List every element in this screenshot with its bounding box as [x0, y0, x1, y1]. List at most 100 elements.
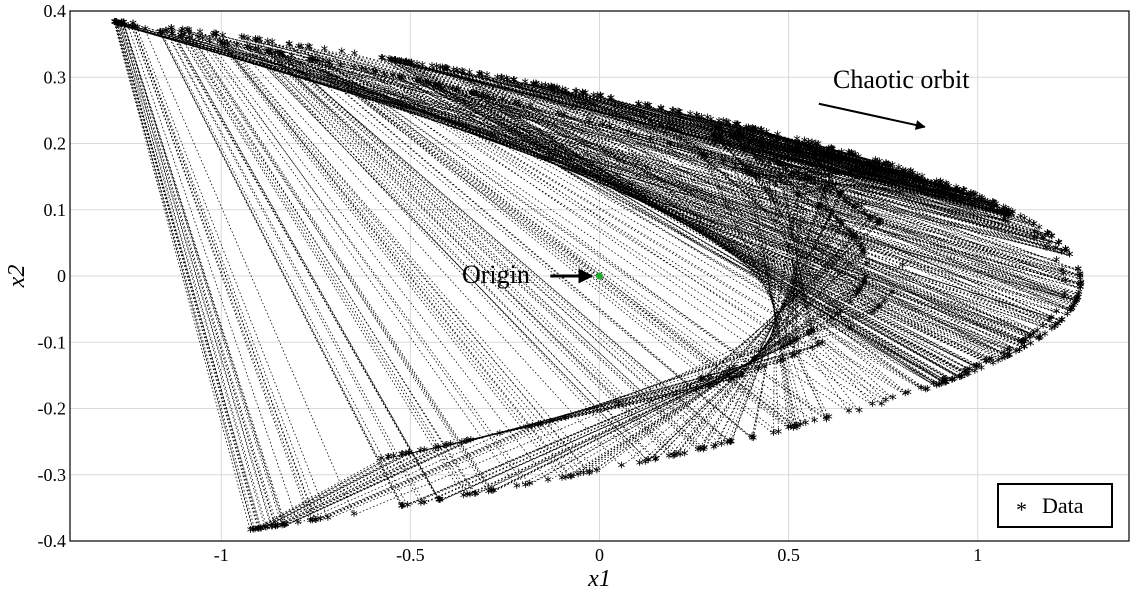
data-point: *	[249, 523, 257, 541]
data-point: *	[739, 162, 747, 180]
data-point: *	[734, 118, 742, 136]
data-point: *	[405, 446, 413, 464]
data-point: *	[834, 213, 842, 231]
data-point: *	[219, 28, 227, 46]
data-point: *	[730, 129, 738, 147]
data-point: *	[971, 364, 979, 382]
data-point: *	[717, 122, 725, 140]
data-point: *	[1031, 225, 1039, 243]
data-point: *	[851, 147, 859, 165]
data-point: *	[952, 180, 960, 198]
data-point: *	[756, 153, 764, 171]
data-point: *	[285, 38, 293, 56]
data-point: *	[1058, 313, 1066, 331]
y-tick-label: 0.2	[44, 134, 67, 154]
data-point: *	[210, 26, 218, 44]
data-point: *	[510, 73, 518, 91]
data-point: *	[666, 137, 674, 155]
data-point: *	[274, 46, 282, 64]
data-point: *	[712, 438, 720, 456]
data-point: *	[121, 18, 129, 36]
data-point: *	[542, 79, 550, 97]
data-point: *	[758, 123, 766, 141]
data-point: *	[830, 151, 838, 169]
data-point: *	[986, 353, 994, 371]
data-point: *	[263, 520, 271, 538]
data-point: *	[255, 522, 263, 540]
data-point: *	[510, 73, 518, 91]
data-point: *	[814, 199, 822, 217]
data-point: *	[463, 488, 471, 506]
data-point: *	[881, 294, 889, 312]
data-point: *	[988, 352, 996, 370]
data-point: *	[657, 102, 665, 120]
data-point: *	[794, 139, 802, 157]
data-point: *	[644, 99, 652, 117]
data-point: *	[1004, 205, 1012, 223]
data-point: *	[982, 203, 990, 221]
data-point: *	[731, 129, 739, 147]
data-point: *	[858, 279, 866, 297]
data-point: *	[350, 61, 358, 79]
data-point: *	[624, 125, 632, 143]
data-point: *	[948, 373, 956, 391]
data-point: *	[795, 346, 803, 364]
data-point: *	[1077, 280, 1085, 298]
data-point: *	[951, 186, 959, 204]
data-point: *	[726, 129, 734, 147]
data-point: *	[860, 244, 868, 262]
data-point: *	[676, 448, 684, 466]
data-point: *	[751, 352, 759, 370]
data-point: *	[1040, 231, 1048, 249]
data-point: *	[801, 171, 809, 189]
data-point: *	[846, 196, 854, 214]
data-point: *	[560, 107, 568, 125]
data-point: *	[494, 70, 502, 88]
data-point: *	[436, 79, 444, 97]
y-tick-label: -0.2	[38, 399, 67, 419]
data-point: *	[133, 21, 141, 39]
origin-point	[596, 272, 603, 280]
data-point: *	[823, 413, 831, 431]
data-point: *	[281, 518, 289, 536]
data-point: *	[829, 142, 837, 160]
data-point: *	[305, 52, 313, 70]
data-point: *	[967, 186, 975, 204]
data-point: *	[1017, 209, 1025, 227]
data-point: *	[845, 404, 853, 422]
data-point: *	[973, 359, 981, 377]
data-point: *	[769, 137, 777, 155]
data-point: *	[597, 89, 605, 107]
data-point: *	[779, 353, 787, 371]
data-point: *	[417, 444, 425, 462]
data-point: *	[731, 129, 739, 147]
data-point: *	[163, 24, 171, 42]
data-point: *	[1030, 217, 1038, 235]
data-point: *	[861, 247, 869, 265]
data-point: *	[963, 367, 971, 385]
data-point: *	[828, 142, 836, 160]
data-point: *	[878, 397, 886, 415]
data-point: *	[774, 128, 782, 146]
legend-entry-data: Data	[1042, 493, 1084, 518]
data-point: *	[966, 191, 974, 209]
data-point: *	[859, 242, 867, 260]
data-point: *	[417, 496, 425, 514]
data-point: *	[804, 141, 812, 159]
data-point: *	[184, 23, 192, 41]
data-point: *	[793, 132, 801, 150]
data-point: *	[982, 355, 990, 373]
data-point: *	[728, 435, 736, 453]
data-point: *	[836, 150, 844, 168]
data-point: *	[749, 129, 757, 147]
data-point: *	[428, 59, 436, 77]
data-point: *	[978, 194, 986, 212]
data-point: *	[590, 89, 598, 107]
data-point: *	[714, 121, 722, 139]
data-point: *	[278, 47, 286, 65]
data-point: *	[443, 438, 451, 456]
data-point: *	[812, 137, 820, 155]
data-point: *	[607, 91, 615, 109]
data-point: *	[1074, 262, 1082, 280]
data-point: *	[647, 132, 655, 150]
